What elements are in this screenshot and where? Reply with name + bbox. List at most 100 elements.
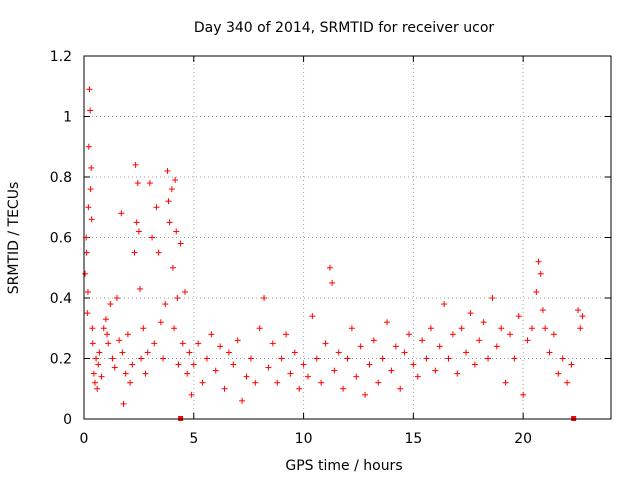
data-point [104, 331, 111, 338]
data-point [322, 340, 329, 347]
data-point [458, 325, 465, 332]
data-point [105, 340, 112, 347]
data-points [82, 86, 586, 421]
data-point [546, 349, 553, 356]
data-point [506, 331, 513, 338]
data-point [331, 367, 338, 374]
data-point [357, 343, 364, 350]
data-point [370, 337, 377, 344]
data-point [98, 373, 105, 380]
data-point [94, 385, 101, 392]
plot-frame [83, 55, 612, 420]
y-tick-label: 0.2 [50, 352, 72, 368]
data-point [109, 355, 116, 362]
data-point [142, 370, 149, 377]
data-point [217, 343, 224, 350]
data-point [87, 186, 94, 193]
data-point [348, 325, 355, 332]
chart-title: Day 340 of 2014, SRMTID for receiver uco… [194, 20, 495, 36]
data-point [95, 361, 102, 368]
data-point [179, 340, 186, 347]
data-point [188, 391, 195, 398]
data-point [283, 331, 290, 338]
data-point [489, 295, 496, 301]
data-point [375, 379, 382, 386]
data-point [555, 370, 562, 377]
data-point [269, 340, 276, 347]
data-point [86, 86, 93, 93]
data-point [265, 364, 272, 371]
data-point [436, 343, 443, 350]
data-point [467, 310, 474, 317]
data-point [287, 370, 294, 377]
data-point [122, 370, 129, 377]
data-point [140, 325, 147, 332]
x-axis-label: GPS time / hours [285, 458, 402, 474]
data-point [199, 379, 206, 386]
data-point [208, 331, 215, 338]
data-point [172, 177, 179, 184]
data-point [119, 349, 126, 356]
data-point [166, 219, 173, 226]
data-point [144, 349, 151, 356]
x-tick-label: 0 [80, 431, 89, 447]
data-point [88, 216, 95, 223]
data-point [550, 331, 557, 338]
data-point [256, 325, 263, 332]
data-point [116, 337, 123, 344]
y-tick-label: 1.2 [50, 49, 72, 65]
data-point [85, 204, 92, 211]
data-point [362, 391, 369, 398]
data-point [175, 361, 182, 368]
data-point [326, 264, 333, 271]
data-point [318, 379, 325, 386]
data-point [410, 361, 417, 368]
data-point [432, 367, 439, 374]
data-point [539, 307, 546, 314]
data-point [164, 167, 171, 174]
data-point [153, 204, 160, 211]
data-point [388, 367, 395, 374]
data-point [564, 379, 571, 386]
data-point [184, 370, 191, 377]
data-point [149, 234, 156, 241]
grid-lines [84, 56, 611, 419]
data-point [340, 385, 347, 392]
data-point [129, 361, 136, 368]
data-point [234, 337, 241, 344]
data-point [542, 325, 549, 332]
data-point [535, 258, 542, 265]
data-point [559, 355, 566, 362]
data-point [476, 337, 483, 344]
data-point [177, 240, 184, 247]
data-point [445, 355, 452, 362]
data-point [329, 279, 336, 286]
data-point [353, 373, 360, 380]
data-point [134, 180, 141, 187]
data-point [441, 301, 448, 308]
data-point [577, 325, 584, 332]
data-point [344, 355, 351, 362]
data-point [274, 379, 281, 386]
data-point [278, 355, 285, 362]
data-point [485, 355, 492, 362]
data-point [524, 337, 531, 344]
data-point [186, 349, 193, 356]
data-point [133, 219, 140, 226]
data-point [212, 367, 219, 374]
data-point [493, 343, 500, 350]
data-point [96, 349, 103, 356]
data-point [90, 370, 97, 377]
data-point [107, 301, 114, 308]
data-point [120, 400, 127, 407]
data-point [91, 379, 98, 386]
data-point [239, 397, 246, 404]
data-point [463, 349, 470, 356]
data-point [165, 198, 172, 205]
data-point [392, 343, 399, 350]
data-point [162, 301, 169, 308]
data-point [89, 325, 96, 332]
data-point [89, 340, 96, 347]
data-point [131, 249, 138, 256]
data-point [225, 349, 232, 356]
